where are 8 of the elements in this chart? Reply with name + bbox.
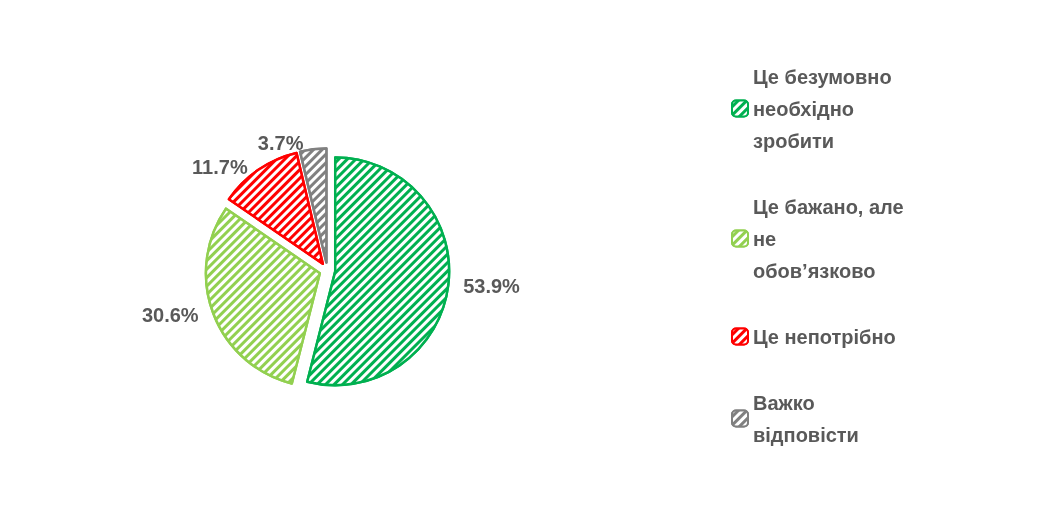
legend-label: Важко відповісти (753, 391, 859, 446)
data-label: 3.7% (257, 132, 304, 155)
legend-label: Це безумовно необхідно зробити (753, 65, 898, 152)
legend-label: Це непотрібно (753, 325, 896, 348)
data-label: 30.6% (141, 304, 199, 327)
legend-label: Це бажано, але не обов’язково (753, 195, 910, 282)
data-label: 53.9% (463, 275, 521, 298)
data-label: 11.7% (192, 155, 248, 178)
